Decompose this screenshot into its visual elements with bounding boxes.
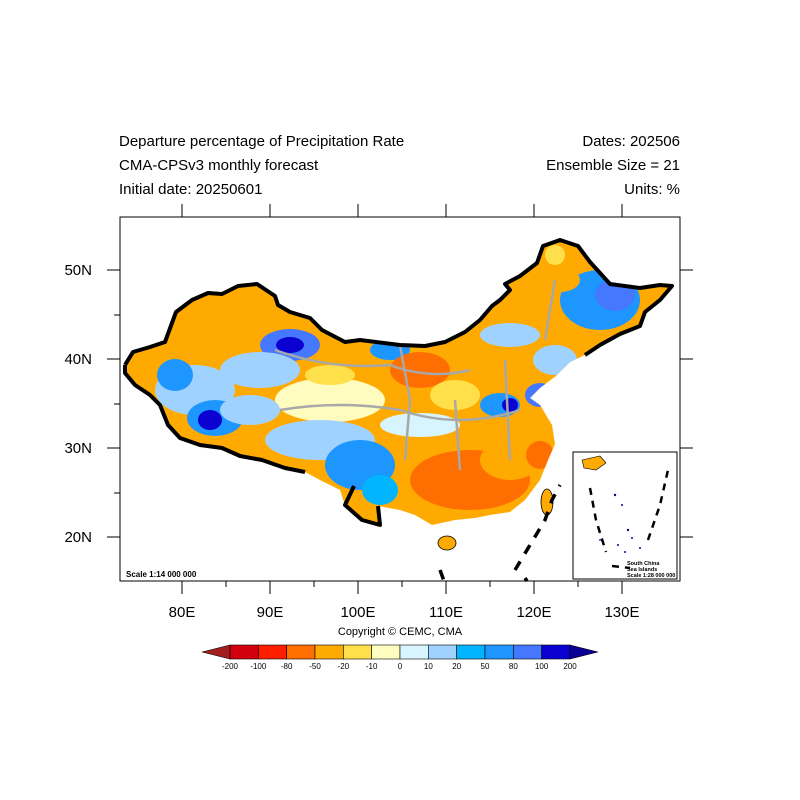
colorbar-swatch bbox=[399, 644, 429, 660]
colorbar-label: 200 bbox=[563, 662, 577, 671]
colorbar-label: -80 bbox=[281, 662, 293, 671]
hainan-island bbox=[437, 535, 457, 551]
colorbar-swatch bbox=[484, 644, 514, 660]
lon-label-120e: 120E bbox=[516, 604, 551, 621]
colorbar-label: 0 bbox=[398, 662, 403, 671]
china-border bbox=[123, 238, 674, 527]
map-scale-label: Scale 1:14 000 000 bbox=[126, 570, 197, 579]
colorbar-swatch bbox=[428, 644, 457, 660]
title-model: CMA-CPSv3 monthly forecast bbox=[119, 157, 319, 174]
colorbar-label: -200 bbox=[222, 662, 239, 671]
lon-label-100e: 100E bbox=[340, 604, 375, 621]
lat-label-40n: 40N bbox=[64, 351, 92, 368]
inset-label-line1: South China bbox=[627, 561, 660, 567]
colorbar-swatch bbox=[258, 644, 287, 660]
colorbar-swatch bbox=[456, 644, 486, 660]
colorbar-swatch bbox=[541, 644, 571, 660]
colorbar-swatch bbox=[314, 644, 344, 660]
colorbar-arrow-low bbox=[201, 644, 231, 660]
lon-label-90e: 90E bbox=[257, 604, 284, 621]
colorbar-label: -20 bbox=[338, 662, 350, 671]
colorbar-swatch bbox=[229, 644, 259, 660]
colorbar-label: 10 bbox=[424, 662, 433, 671]
colorbar-label: 80 bbox=[509, 662, 518, 671]
title-dates: Dates: 202506 bbox=[582, 133, 680, 150]
colorbar-swatch bbox=[371, 644, 401, 660]
lat-label-20n: 20N bbox=[64, 529, 92, 546]
title-units: Units: % bbox=[624, 181, 680, 198]
colorbar-swatch bbox=[343, 644, 372, 660]
map-border bbox=[119, 216, 681, 582]
title-variable: Departure percentage of Precipitation Ra… bbox=[119, 133, 405, 150]
colorbar-label: 50 bbox=[481, 662, 490, 671]
copyright-text: Copyright © CEMC, CMA bbox=[337, 626, 463, 638]
colorbar-arrow-high bbox=[569, 644, 599, 660]
lat-label-50n: 50N bbox=[64, 262, 92, 279]
inset-scale-label: Scale 1:28 000 000 bbox=[627, 573, 675, 579]
colorbar: -200 -100 -80 -50 -20 -10 0 10 20 50 80 100 200 bbox=[201, 644, 599, 671]
colorbar-label: -10 bbox=[366, 662, 378, 671]
lon-label-80e: 80E bbox=[169, 604, 196, 621]
lon-label-130e: 130E bbox=[604, 604, 639, 621]
axis-ticks bbox=[107, 204, 693, 594]
lat-label-30n: 30N bbox=[64, 440, 92, 457]
colorbar-label: 20 bbox=[452, 662, 461, 671]
colorbar-label: 100 bbox=[535, 662, 549, 671]
title-ensemble-size: Ensemble Size = 21 bbox=[546, 157, 680, 174]
colorbar-swatch bbox=[513, 644, 542, 660]
title-initial-date: Initial date: 20250601 bbox=[119, 181, 263, 198]
inset-label-line2: Sea Islands bbox=[627, 567, 657, 573]
south-china-sea-inset: South China Sea Islands Scale 1:28 000 0… bbox=[572, 451, 678, 580]
colorbar-label: -50 bbox=[309, 662, 321, 671]
lon-label-110e: 110E bbox=[429, 604, 463, 621]
province-boundaries bbox=[274, 279, 557, 471]
colorbar-swatch bbox=[286, 644, 316, 660]
colorbar-label: -100 bbox=[250, 662, 267, 671]
